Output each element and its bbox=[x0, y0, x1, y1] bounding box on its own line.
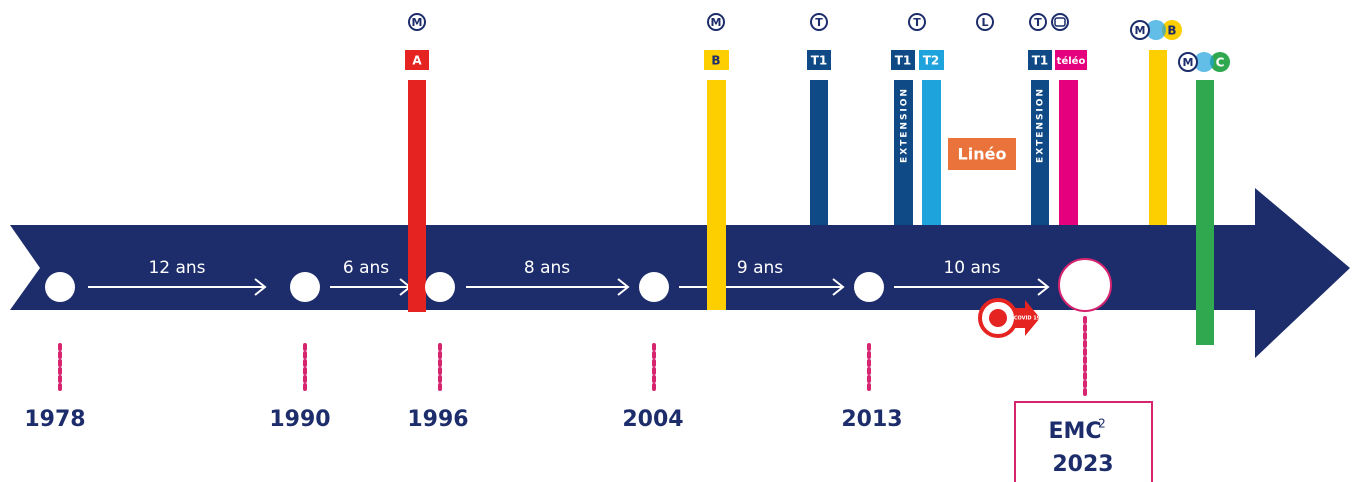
timeline-arrow bbox=[10, 188, 1350, 358]
year: 1996 bbox=[407, 407, 468, 432]
dotted-lines bbox=[58, 316, 1087, 400]
tram-icon-label: T bbox=[815, 16, 823, 29]
metro-icon-label: M bbox=[711, 16, 722, 29]
line-a-badge bbox=[405, 50, 429, 70]
interval: 8 ans bbox=[524, 258, 570, 278]
emc-superscript: 2 bbox=[1098, 417, 1106, 431]
line-a-bar bbox=[408, 80, 426, 312]
line-c-badge bbox=[1210, 52, 1230, 72]
metro-icon-bg bbox=[1146, 20, 1166, 40]
milestone-dots bbox=[45, 272, 884, 302]
metro-icon bbox=[1178, 52, 1198, 72]
cable-icon-cabin bbox=[1054, 17, 1066, 27]
teleo-bar bbox=[1059, 80, 1078, 225]
extension-label: EXTENSION bbox=[1036, 87, 1046, 163]
line-c-label: C bbox=[1216, 56, 1225, 70]
interval: 10 ans bbox=[943, 258, 1000, 278]
teleo-label: téléo bbox=[1057, 55, 1086, 67]
t1-label: T1 bbox=[1032, 54, 1049, 68]
interval: 6 ans bbox=[343, 258, 389, 278]
tram-icon-label: T bbox=[1034, 16, 1042, 29]
cable-icon bbox=[1051, 13, 1069, 31]
t1-bar bbox=[810, 80, 828, 225]
metro-icon-bg bbox=[1194, 52, 1214, 72]
lineo-badge bbox=[948, 138, 1016, 170]
lineo-label: Linéo bbox=[958, 145, 1007, 164]
line-b-label: B bbox=[1167, 24, 1176, 38]
t1-extension-bar bbox=[1031, 80, 1049, 225]
extension-label: EXTENSION bbox=[900, 87, 910, 163]
metro-icon bbox=[1130, 20, 1150, 40]
line-b-label: B bbox=[711, 54, 720, 68]
t1-extension-bar bbox=[894, 80, 913, 225]
tram-icon-label: T bbox=[913, 16, 921, 29]
tram-icon bbox=[1029, 13, 1047, 31]
emc-box bbox=[1014, 401, 1153, 482]
metro-icon-label: M bbox=[412, 16, 423, 29]
tram-icon bbox=[908, 13, 926, 31]
line-b-badge bbox=[704, 50, 729, 70]
metro-icon bbox=[707, 13, 725, 31]
t1-badge bbox=[1028, 50, 1052, 70]
interval: 12 ans bbox=[148, 258, 205, 278]
covid-virus bbox=[989, 309, 1007, 327]
covid-label: COVID 19 bbox=[1014, 316, 1041, 322]
year: 2004 bbox=[622, 407, 683, 432]
t1-label: T1 bbox=[811, 54, 828, 68]
lineo-icon bbox=[976, 13, 994, 31]
lineo-icon-label: L bbox=[981, 16, 988, 29]
metro-icon bbox=[408, 13, 426, 31]
year: 1990 bbox=[269, 407, 330, 432]
line-b-bar bbox=[707, 80, 726, 310]
line-b-extension-bar bbox=[1149, 50, 1167, 225]
t2-bar bbox=[922, 80, 941, 225]
metro-icon-label: M bbox=[1183, 56, 1194, 69]
interval: 9 ans bbox=[737, 258, 783, 278]
line-c-bar bbox=[1196, 80, 1214, 345]
covid-arrow bbox=[1010, 300, 1040, 336]
emc-name: EMC bbox=[1048, 419, 1101, 444]
metro-icon-label: M bbox=[1135, 24, 1146, 37]
t1-label: T1 bbox=[895, 54, 912, 68]
teleo-badge bbox=[1055, 50, 1087, 70]
emc-circle bbox=[1058, 258, 1112, 312]
t1-badge bbox=[891, 50, 915, 70]
t1-badge bbox=[807, 50, 831, 70]
emc-year: 2023 bbox=[1052, 452, 1113, 477]
year: 1978 bbox=[24, 407, 85, 432]
year: 2013 bbox=[841, 407, 902, 432]
line-b-badge bbox=[1162, 20, 1182, 40]
line-a-label: A bbox=[412, 54, 422, 68]
t2-badge bbox=[919, 50, 944, 70]
t2-label: T2 bbox=[923, 54, 940, 68]
tram-icon bbox=[810, 13, 828, 31]
